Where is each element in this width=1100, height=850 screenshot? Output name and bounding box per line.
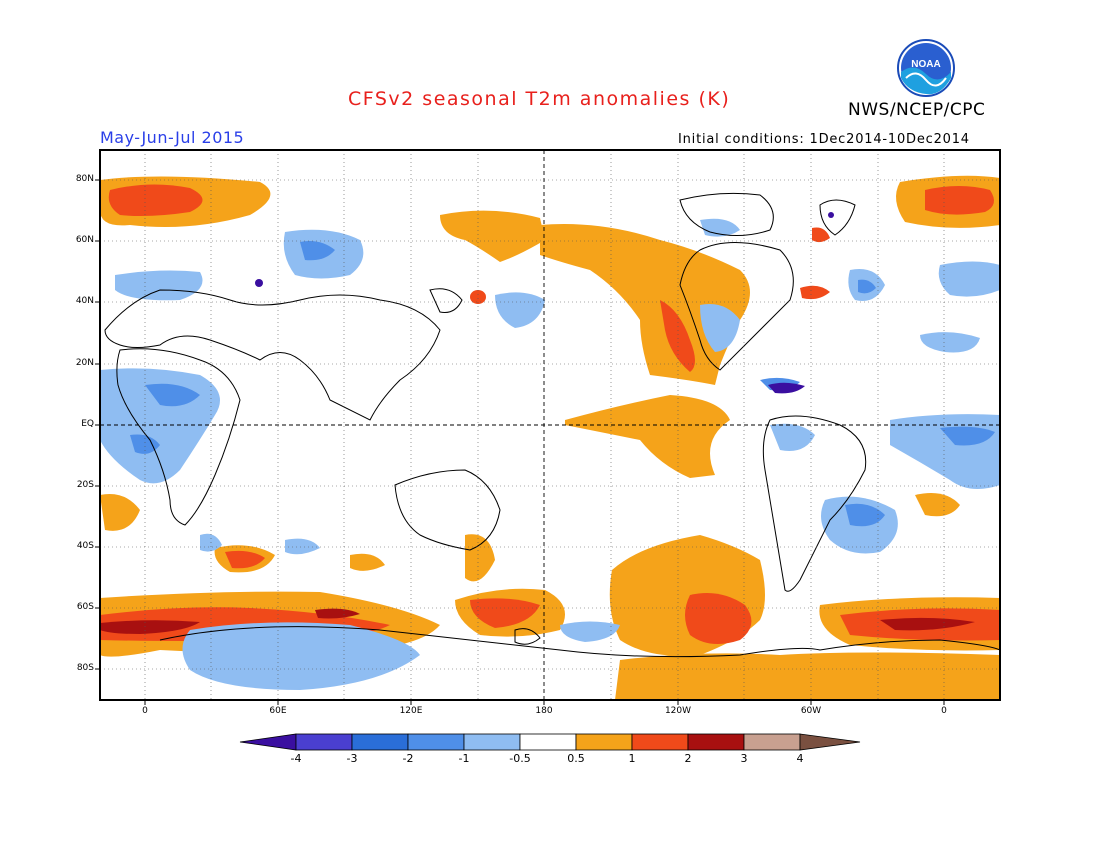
lat-label: 20S [76, 480, 94, 490]
colorbar-label: -2 [402, 752, 414, 765]
initial-conditions: Initial conditions: 1Dec2014-10Dec2014 [678, 132, 970, 147]
noaa-logo: NOAA [897, 39, 955, 97]
map-title: CFSv2 seasonal T2m anomalies (K) [348, 88, 731, 110]
very-strong-warm-regions [100, 608, 975, 634]
colorbar-box [575, 733, 633, 751]
strong-cool-regions [255, 212, 834, 394]
equator-dateline [100, 150, 1000, 700]
colorbar-label: -1 [458, 752, 470, 765]
colorbar-label: -4 [290, 752, 302, 765]
colorbar-label: -3 [346, 752, 358, 765]
lon-label: 60W [800, 706, 822, 716]
lon-label: 0 [142, 706, 148, 716]
colorbar-box [631, 733, 689, 751]
colorbar-box [407, 733, 465, 751]
colorbar-label: 3 [740, 752, 748, 765]
lat-label: EQ [81, 419, 94, 429]
colorbar-label: 2 [684, 752, 692, 765]
lat-label: 20N [75, 358, 94, 368]
colorbar-box [743, 733, 801, 751]
colorbar-label: -0.5 [509, 752, 531, 765]
lon-label: 0 [941, 706, 947, 716]
colorbar-box [351, 733, 409, 751]
lat-label: 60N [75, 235, 94, 245]
colorbar-box [519, 733, 577, 751]
colorbar-label: 1 [628, 752, 636, 765]
lat-label: 60S [76, 602, 94, 612]
lat-label: 80N [75, 174, 94, 184]
colorbar-label: 0.5 [567, 752, 585, 765]
colorbar-boxes [295, 733, 801, 751]
lon-label: 60E [269, 706, 287, 716]
tick-marks [95, 179, 945, 705]
svg-text:NOAA: NOAA [911, 59, 940, 70]
colorbar-label: 4 [796, 752, 804, 765]
lon-label: 180 [535, 706, 553, 716]
lat-label: 40S [76, 541, 94, 551]
agency-label: NWS/NCEP/CPC [848, 100, 986, 120]
lat-label: 40N [75, 296, 94, 306]
colorbar-arrow-high [799, 733, 861, 751]
colorbar-arrow-low [239, 733, 297, 751]
colorbar-box [295, 733, 353, 751]
colorbar-box [463, 733, 521, 751]
lon-label: 120E [399, 706, 423, 716]
colorbar-box [687, 733, 745, 751]
lon-label: 120W [664, 706, 692, 716]
forecast-period: May-Jun-Jul 2015 [100, 128, 245, 147]
coastlines [104, 192, 1000, 658]
lat-label: 80S [76, 663, 94, 673]
